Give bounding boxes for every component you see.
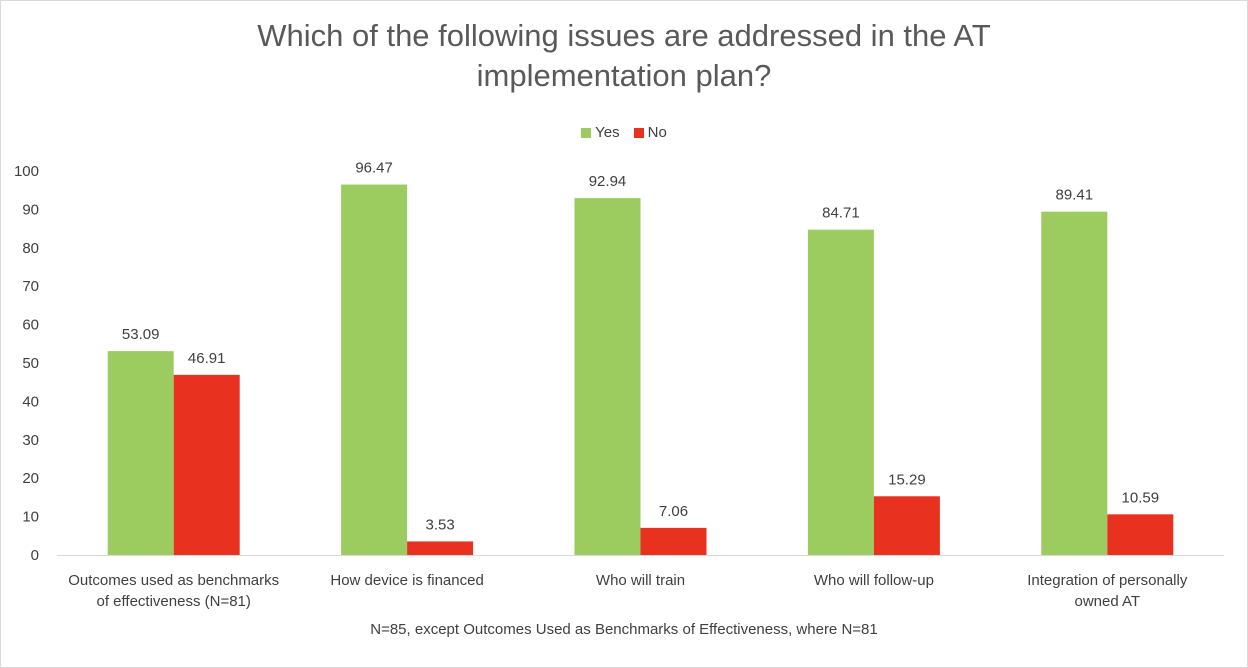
legend-item-no: No (633, 124, 667, 141)
x-category-label-line: How device is financed (330, 572, 483, 589)
x-category-label: Outcomes used as benchmarks of effectiven… (68, 572, 279, 610)
data-label-no: 15.29 (888, 471, 926, 488)
y-tick-label: 60 (22, 317, 39, 334)
x-category-label-line: of effectiveness (N=81) (97, 593, 251, 610)
chart-footnote: N=85, except Outcomes Used as Benchmarks… (370, 621, 878, 638)
y-tick-label: 40 (22, 393, 39, 410)
legend-swatch-no (633, 127, 644, 138)
x-category-label: How device is financed (330, 572, 483, 589)
x-category-label-line: Integration of personally (1027, 572, 1188, 589)
legend-label-yes: Yes (595, 124, 620, 141)
bar-yes (107, 351, 174, 555)
y-tick-label: 90 (22, 201, 39, 218)
bar-yes (1041, 211, 1108, 556)
bar-yes (574, 198, 641, 555)
data-label-yes: 96.47 (355, 160, 393, 177)
data-label-no: 46.91 (188, 350, 226, 367)
y-tick-label: 100 (14, 163, 39, 180)
chart-title: Which of the following issues are addres… (0, 16, 1248, 96)
data-label-yes: 89.41 (1056, 187, 1094, 204)
chart-legend: Yes No (0, 124, 1248, 141)
y-tick-label: 20 (22, 470, 39, 487)
legend-swatch-yes (581, 127, 592, 138)
x-category-label: Who will follow-up (814, 572, 934, 589)
y-tick-label: 0 (31, 547, 39, 564)
data-label-yes: 92.94 (589, 173, 627, 190)
bar-yes (807, 229, 874, 555)
y-tick-label: 50 (22, 355, 39, 372)
bar-no (1107, 514, 1174, 555)
x-category-label-line: Outcomes used as benchmarks (68, 572, 279, 589)
data-label-yes: 84.71 (822, 205, 860, 222)
bar-yes (341, 184, 408, 555)
legend-label-no: No (647, 124, 667, 141)
x-category-label: Integration of personally owned AT (1027, 572, 1188, 610)
y-tick-label: 10 (22, 509, 39, 526)
y-tick-label: 70 (22, 278, 39, 295)
y-tick-label: 30 (22, 432, 39, 449)
chart-title-line-1: Which of the following issues are addres… (257, 18, 991, 53)
data-label-no: 3.53 (425, 516, 454, 533)
chart-title-line-2: implementation plan? (476, 58, 772, 93)
x-category-label-line: Who will follow-up (814, 572, 934, 589)
data-label-no: 7.06 (659, 503, 688, 520)
data-label-no: 10.59 (1122, 489, 1160, 506)
legend-item-yes: Yes (581, 124, 620, 141)
y-tick-label: 80 (22, 240, 39, 257)
bar-no (640, 527, 707, 555)
x-category-label: Who will train (596, 572, 685, 589)
bar-no (173, 374, 240, 555)
x-category-label-line: owned AT (1074, 593, 1140, 610)
data-label-yes: 53.09 (122, 326, 160, 343)
bar-no (873, 496, 940, 555)
x-category-label-line: Who will train (596, 572, 685, 589)
bar-no (407, 541, 474, 555)
